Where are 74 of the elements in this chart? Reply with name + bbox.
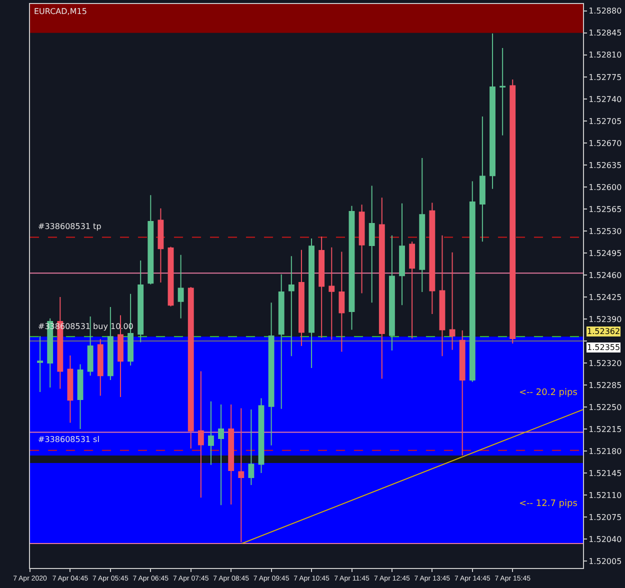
candlestick [37,335,44,392]
y-tick-label: 1.52250 [588,402,622,412]
candlestick [429,202,436,314]
y-tick-label: 1.52845 [588,28,622,38]
candlestick [510,78,516,344]
candlestick [288,256,294,357]
candlestick [449,252,456,350]
y-tick-label: 1.52390 [588,314,622,324]
y-tick-label: 1.52425 [588,292,622,302]
y-tick-label: 1.52775 [588,72,622,82]
candlestick [469,180,476,382]
y-tick-label: 1.52740 [588,94,622,104]
y-tick-label: 1.52670 [588,138,622,148]
ref-line-label: 1.52355 [587,343,620,352]
annotation: <-- 20.2 pips [519,388,578,398]
y-tick-label: 1.52040 [588,534,622,544]
candlestick [500,48,506,136]
candlestick [308,238,314,369]
candlestick [459,330,466,456]
y-tick-label: 1.52320 [588,358,622,368]
candlestick [158,208,164,284]
ref-line-label: #338608531 tp [38,222,102,231]
candlestick [218,404,224,506]
candlestick [389,234,395,351]
candlestick [328,246,335,340]
y-tick-label: 1.52110 [588,490,622,500]
candlestick [338,251,345,352]
candlestick [439,234,446,357]
chart-title: EURCAD,M15 [34,7,87,16]
candlestick [318,236,325,338]
candlestick [399,202,405,306]
candlestick [278,274,284,410]
candlestick [208,400,214,466]
candlestick [378,197,385,380]
y-tick-label: 1.52810 [588,50,622,60]
y-tick-label: 1.52635 [588,160,622,170]
candlestick [67,354,74,424]
y-tick-label: 1.52460 [588,270,622,280]
y-tick-label: 1.52215 [588,424,622,434]
text: 1.52362 [587,327,620,336]
y-tick-label: 1.52495 [588,248,622,258]
y-tick-label: 1.52880 [588,6,622,16]
candlestick [188,286,194,450]
y-tick-label: 1.52705 [588,116,622,126]
candlestick [419,158,426,292]
candlestick [148,194,154,285]
candlestick [77,364,84,430]
candlestick [368,185,375,304]
y-tick-label: 1.52285 [588,380,622,390]
y-tick-label: 1.52005 [588,556,622,566]
y-tick-label: 1.52180 [588,446,622,456]
candlestick [138,260,144,343]
candlestick [97,338,104,396]
candlestick [348,205,355,330]
candlestick [479,116,486,242]
candlestick [228,404,234,505]
candlestick [258,398,264,474]
candlestick [490,33,496,190]
candlestick [178,254,184,319]
candlestick [248,409,254,486]
y-tick-label: 1.52530 [588,226,622,236]
annotation: <-- 12.7 pips [519,499,578,509]
y-tick-label: 1.52600 [588,182,622,192]
candlestick [409,241,416,339]
y-tick-label: 1.52145 [588,468,622,478]
y-tick-label: 1.52565 [588,204,622,214]
candlestick [298,249,304,347]
candlestick [358,204,365,294]
candlestick [238,408,244,543]
ref-line-label: #338608531 sl [38,435,100,444]
candlestick [198,370,204,498]
candlestick [268,302,274,446]
y-tick-label: 1.52075 [588,512,622,522]
candlestick [168,246,174,307]
